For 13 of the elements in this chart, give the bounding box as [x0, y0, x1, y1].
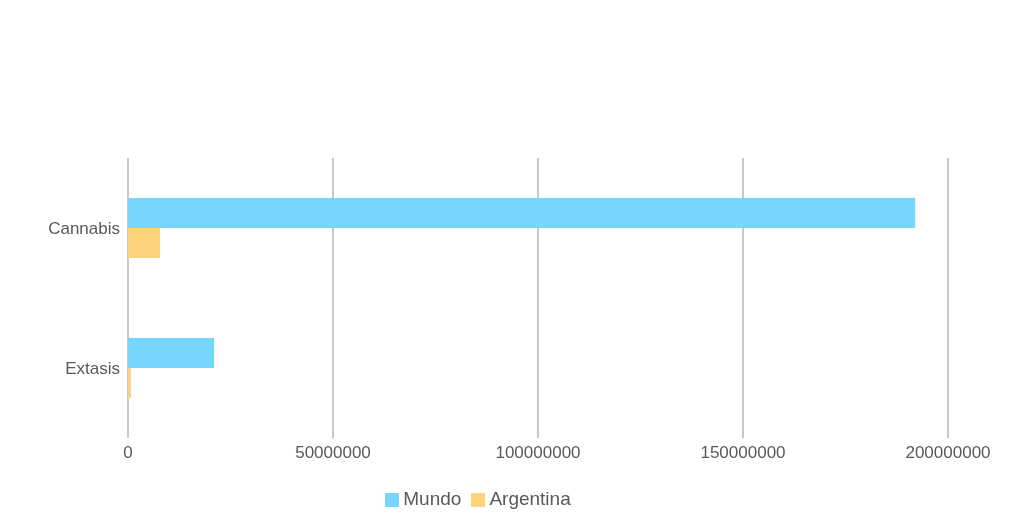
x-tick-label: 50000000	[295, 443, 371, 463]
y-tick-label: Extasis	[65, 359, 120, 379]
x-tick-label: 100000000	[495, 443, 581, 463]
bar	[128, 198, 916, 228]
x-tick-label: 150000000	[700, 443, 786, 463]
bar	[128, 368, 131, 398]
legend-label: Argentina	[489, 488, 571, 509]
bar	[128, 338, 215, 368]
legend-label: Mundo	[403, 488, 462, 509]
x-tick-label: 0	[123, 443, 133, 463]
bar	[128, 228, 160, 258]
x-tick-label: 200000000	[905, 443, 991, 463]
y-tick-label: Cannabis	[48, 219, 120, 239]
